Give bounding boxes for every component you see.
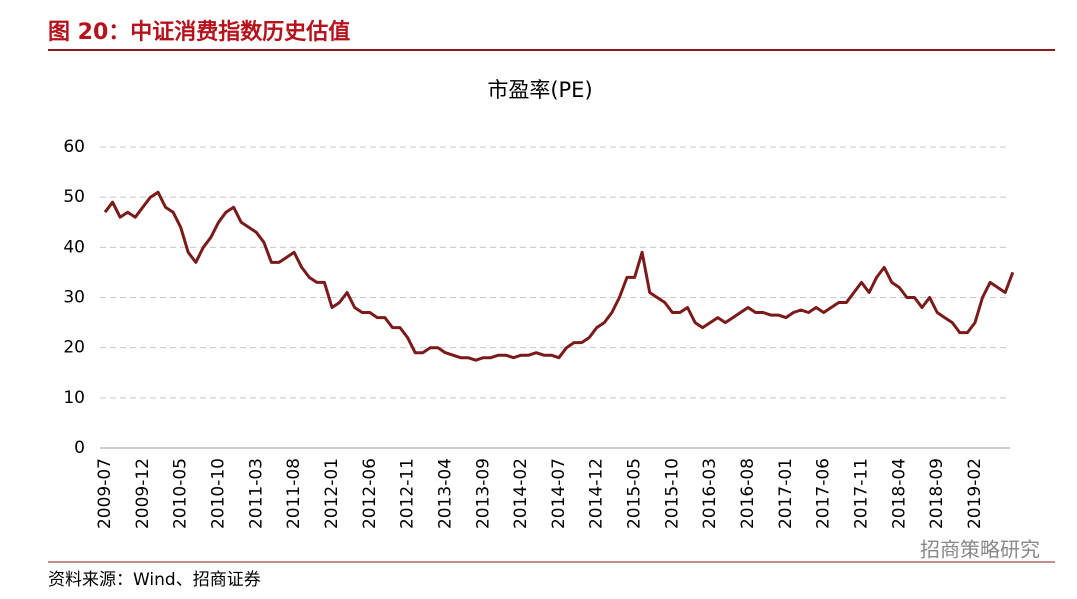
source-note: 资料来源：Wind、招商证券 — [48, 570, 261, 590]
x-tick-label: 2012-11 — [398, 458, 418, 529]
y-tick-label: 20 — [63, 338, 85, 358]
x-tick-label: 2013-04 — [435, 458, 455, 529]
y-tick-label: 60 — [63, 137, 85, 157]
x-tick-label: 2009-12 — [133, 458, 153, 529]
x-tick-label: 2009-07 — [95, 458, 115, 529]
y-tick-label: 50 — [63, 187, 85, 207]
x-tick-label: 2011-08 — [284, 458, 304, 529]
chart-title: 市盈率(PE) — [487, 78, 592, 102]
x-tick-label: 2010-10 — [208, 458, 228, 529]
pe-line — [103, 190, 1015, 362]
y-tick-label: 30 — [63, 288, 85, 308]
x-tick-label: 2015-05 — [625, 458, 645, 529]
x-tick-label: 2014-12 — [587, 458, 607, 529]
x-tick-label: 2012-01 — [322, 458, 342, 529]
y-tick-label: 40 — [63, 237, 85, 257]
x-tick-label: 2015-10 — [662, 458, 682, 529]
x-tick-label: 2013-09 — [473, 458, 493, 529]
x-tick-label: 2018-09 — [927, 458, 947, 529]
x-tick-label: 2017-01 — [776, 458, 796, 529]
x-tick-label: 2010-05 — [171, 458, 191, 529]
y-tick-label: 10 — [63, 388, 85, 408]
watermark: 招商策略研究 — [920, 538, 1040, 562]
x-tick-label: 2016-08 — [738, 458, 758, 529]
x-tick-label: 2019-02 — [965, 458, 985, 529]
x-tick-label: 2017-06 — [814, 458, 834, 529]
x-tick-label: 2017-11 — [852, 458, 872, 529]
x-tick-label: 2014-07 — [549, 458, 569, 529]
figure-title: 图 20：中证消费指数历史估值 — [48, 19, 350, 45]
x-tick-label: 2011-03 — [246, 458, 266, 529]
x-tick-label: 2012-06 — [360, 458, 380, 529]
x-tick-label: 2014-02 — [511, 458, 531, 529]
y-tick-label: 0 — [74, 438, 85, 458]
x-tick-label: 2018-04 — [889, 458, 909, 529]
x-tick-label: 2016-03 — [700, 458, 720, 529]
